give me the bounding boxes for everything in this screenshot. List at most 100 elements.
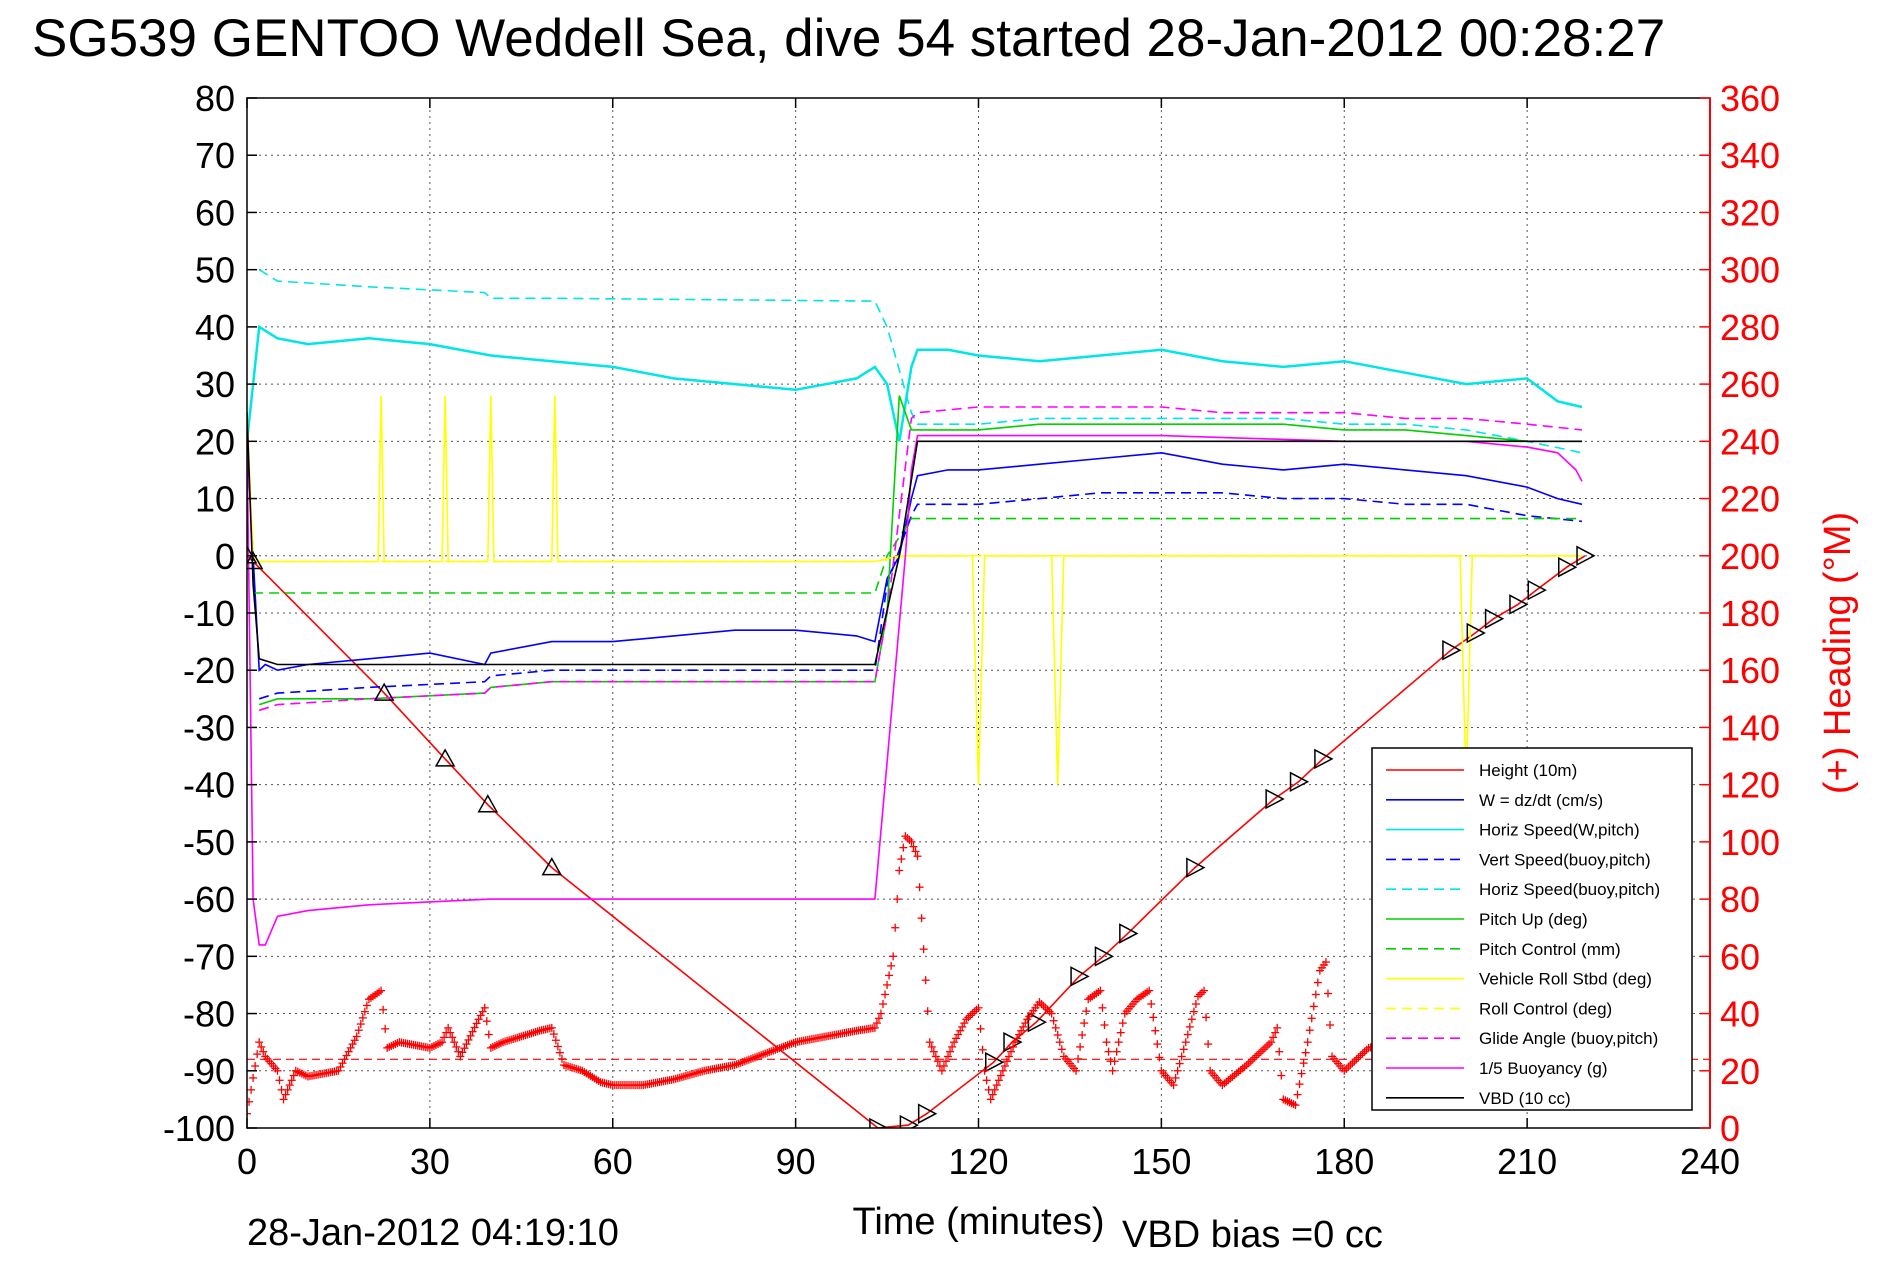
heading-point <box>1275 1047 1284 1056</box>
heading-point <box>986 1095 995 1104</box>
y-tick-label: 30 <box>195 364 235 405</box>
heading-point <box>1200 986 1209 995</box>
axes: 0 30 60 90 120 150 180 210 24080706050403020100-… <box>163 78 1859 1243</box>
heading-point <box>362 1001 371 1010</box>
series-line <box>253 517 1582 594</box>
heading-point <box>466 1031 475 1040</box>
heading-point <box>275 1076 284 1085</box>
heading-point <box>470 1023 479 1032</box>
y2-tick-label: 200 <box>1720 536 1780 577</box>
heading-point <box>377 986 386 995</box>
y-tick-label: 50 <box>195 250 235 291</box>
heading-point <box>1017 1026 1026 1035</box>
series-line <box>247 441 1583 672</box>
heading-point <box>901 832 910 841</box>
heading-point <box>1293 1090 1302 1099</box>
heading-point <box>976 1024 985 1033</box>
heading-point <box>1356 1051 1365 1060</box>
legend-entry: W = dz/dt (cm/s) <box>1479 791 1603 810</box>
x-tick-label: 120 <box>948 1141 1008 1182</box>
heading-point <box>1258 1045 1267 1054</box>
heading-point <box>1072 1066 1081 1075</box>
heading-point <box>1256 1047 1265 1056</box>
heading-point <box>1045 1007 1054 1016</box>
heading-point <box>889 952 898 961</box>
heading-point <box>259 1047 268 1056</box>
heading-point <box>921 976 930 985</box>
heading-point <box>1000 1062 1009 1071</box>
heading-point <box>1078 1031 1087 1040</box>
heading-point <box>1076 1042 1085 1051</box>
heading-point <box>1354 1053 1363 1062</box>
heading-point <box>438 1038 447 1047</box>
heading-point <box>549 1030 558 1039</box>
height-marker <box>1466 622 1486 644</box>
heading-point <box>446 1028 455 1037</box>
heading-point <box>283 1085 292 1094</box>
heading-point <box>553 1042 562 1051</box>
heading-point <box>1049 1016 1058 1025</box>
legend-entry: Height (10m) <box>1479 761 1577 780</box>
y-tick-label: -60 <box>183 879 235 920</box>
heading-point <box>1145 986 1154 995</box>
heading-point <box>1202 1013 1211 1022</box>
y2-tick-label: 100 <box>1720 822 1780 863</box>
height-marker <box>541 857 563 876</box>
height-marker <box>899 1114 920 1128</box>
heading-point <box>1246 1057 1255 1066</box>
heading-point <box>249 1073 258 1082</box>
heading-point <box>874 1014 883 1023</box>
heading-point <box>1173 1066 1182 1075</box>
heading-point <box>905 835 914 844</box>
height-marker <box>434 748 456 767</box>
legend-entry: Pitch Up (deg) <box>1479 910 1588 929</box>
legend-entry: Horiz Speed(W,pitch) <box>1479 821 1640 840</box>
y-tick-label: -10 <box>183 593 235 634</box>
y2-tick-label: 260 <box>1720 364 1780 405</box>
heading-point <box>1147 1000 1156 1009</box>
x-tick-label: 150 <box>1131 1141 1191 1182</box>
legend-entry: VBD (10 cc) <box>1479 1089 1571 1108</box>
heading-point <box>1082 1007 1091 1016</box>
heading-point <box>1100 1021 1109 1029</box>
heading-point <box>937 1066 946 1075</box>
height-marker <box>1186 857 1206 878</box>
heading-point <box>1265 1040 1274 1049</box>
x-tick-label: 210 <box>1497 1141 1557 1182</box>
heading-point <box>946 1047 955 1056</box>
x-tick-label: 30 <box>410 1141 450 1182</box>
heading-point <box>899 843 908 852</box>
heading-point <box>885 971 894 980</box>
heading-point <box>893 895 902 904</box>
heading-point <box>1104 1047 1113 1056</box>
heading-point <box>1291 1101 1300 1110</box>
y2-axis-label: (+) Heading (°M) <box>1817 512 1859 794</box>
heading-point <box>1171 1073 1180 1082</box>
heading-point <box>1344 1062 1353 1071</box>
heading-point <box>1102 1038 1111 1047</box>
heading-point <box>1252 1051 1261 1060</box>
y2-tick-label: 60 <box>1720 936 1760 977</box>
height-marker <box>247 550 264 570</box>
heading-point <box>1098 1003 1107 1012</box>
heading-point <box>962 1015 971 1024</box>
y-tick-label: 40 <box>195 307 235 348</box>
heading-point <box>289 1071 298 1080</box>
heading-point <box>998 1066 1007 1075</box>
heading-point <box>870 1023 879 1032</box>
heading-point <box>1295 1080 1304 1089</box>
heading-point <box>1346 1061 1355 1070</box>
heading-point <box>1177 1052 1186 1061</box>
heading-point <box>1311 990 1320 999</box>
heading-point <box>1303 1038 1312 1047</box>
heading-point <box>1305 1026 1314 1035</box>
series-line <box>247 324 1583 442</box>
heading-point <box>972 1005 981 1014</box>
heading-point <box>923 1007 932 1016</box>
heading-point <box>555 1048 564 1057</box>
heading-point <box>1193 992 1202 1001</box>
y-tick-label: 10 <box>195 479 235 520</box>
heading-point <box>338 1059 347 1068</box>
heading-point <box>255 1038 264 1047</box>
